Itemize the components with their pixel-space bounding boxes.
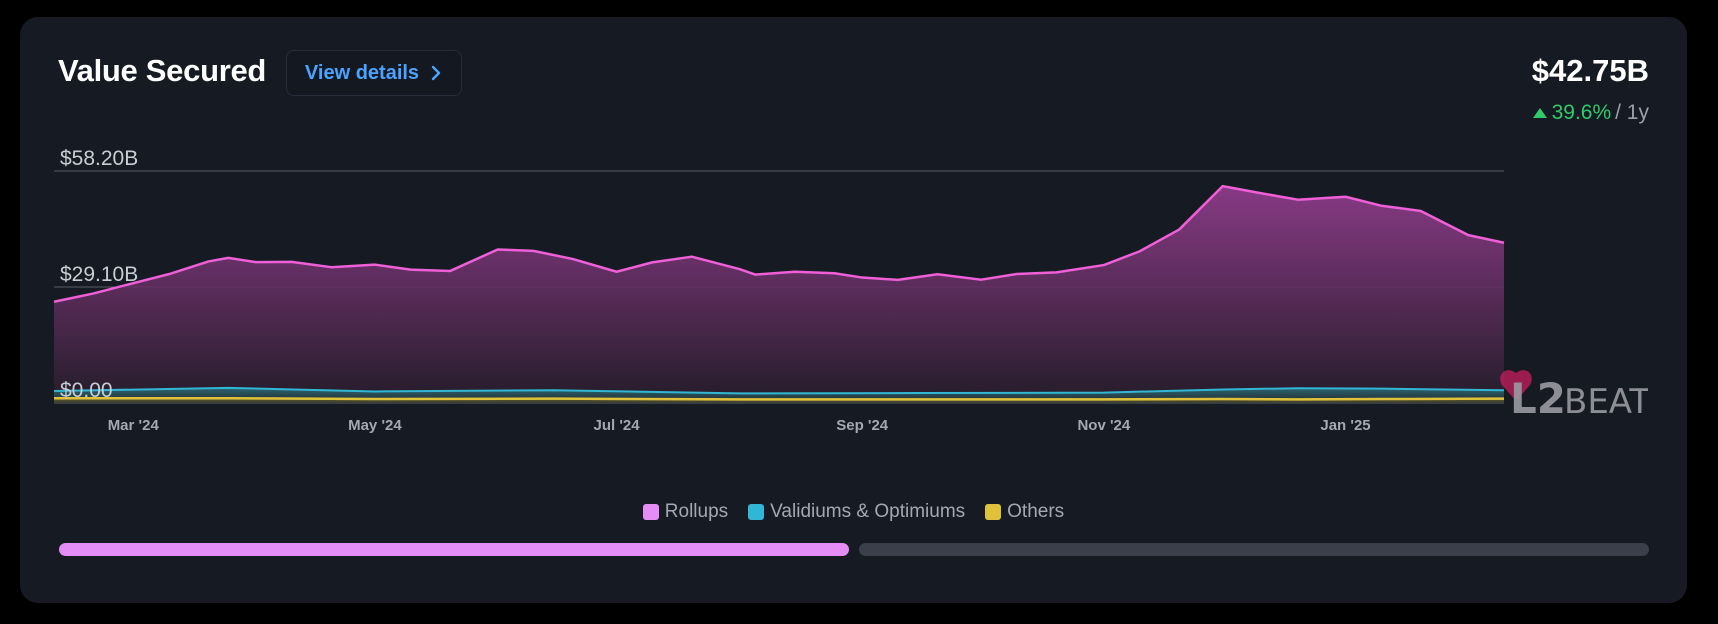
x-tick-label: Sep '24	[836, 417, 889, 434]
series-line-validiums	[53, 386, 1505, 395]
legend-item-rollups[interactable]: Rollups	[642, 501, 729, 523]
legend-label-validiums: Validiums & Optimiums	[770, 501, 966, 522]
x-tick-label: May '24	[348, 417, 402, 434]
change-summary: 39.6% / 1y	[1532, 101, 1649, 125]
time-range-slider[interactable]	[59, 543, 1649, 556]
change-percent: 39.6%	[1551, 101, 1612, 124]
view-details-button[interactable]: View details	[286, 50, 462, 96]
value-secured-chart[interactable]: $58.20B $29.10B $0.00 Mar '24 May '24 Jul '2…	[20, 17, 1687, 487]
x-tick-label: Jul '24	[594, 417, 641, 434]
y-tick-label: $58.20B	[60, 147, 138, 170]
x-tick-label: Nov '24	[1077, 417, 1130, 434]
svg-text:BEAT: BEAT	[1564, 382, 1648, 422]
change-period: / 1y	[1615, 101, 1649, 124]
series-line-others	[54, 396, 1505, 401]
range-selected[interactable]	[59, 543, 849, 556]
series-area-rollups	[54, 186, 1504, 394]
validiums-swatch	[748, 504, 765, 520]
x-tick-label: Jan '25	[1320, 417, 1370, 434]
legend-item-others[interactable]: Others	[985, 501, 1064, 523]
legend-label-rollups: Rollups	[664, 501, 729, 522]
x-tick-label: Mar '24	[108, 417, 160, 434]
view-details-label: View details	[304, 61, 420, 84]
svg-text:L2: L2	[1510, 374, 1566, 423]
range-unselected[interactable]	[859, 543, 1649, 556]
chart-legend: Rollups Validiums & Optimiums Others	[20, 501, 1687, 523]
rollups-swatch	[642, 504, 659, 520]
chevron-right-icon	[431, 65, 441, 81]
y-tick-label: $0.00	[60, 379, 113, 402]
legend-label-others: Others	[1007, 501, 1065, 522]
card-title: Value Secured	[58, 53, 267, 88]
change-positive: 39.6%	[1532, 101, 1612, 125]
others-swatch	[985, 504, 1002, 520]
l2beat-logo: L2 BEAT	[1500, 370, 1648, 423]
value-secured-card: Value Secured View details $42.75B 39.6%…	[20, 17, 1687, 603]
triangle-up-icon	[1532, 108, 1547, 118]
legend-item-validiums[interactable]: Validiums & Optimiums	[748, 501, 965, 523]
total-value: $42.75B	[1531, 53, 1649, 88]
series-line-rollups	[53, 184, 1505, 303]
y-tick-label: $29.10B	[60, 263, 138, 286]
